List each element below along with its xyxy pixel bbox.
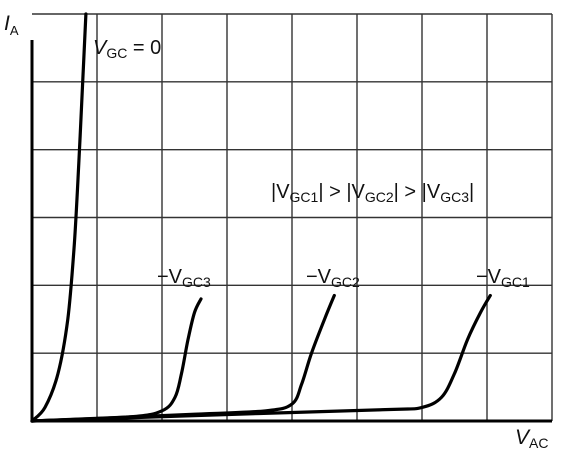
legend-vgc0: VGC = 0 xyxy=(93,37,161,61)
legend-vgc0-suffix: = 0 xyxy=(127,37,161,59)
curve-label-vgc2-main: −V xyxy=(306,266,332,288)
curve-vgc3 xyxy=(30,297,203,423)
y-axis-label-main: I xyxy=(4,12,10,35)
curve-label-vgc2: −VGC2 xyxy=(306,266,360,290)
curve-label-vgc3-main: −V xyxy=(157,266,183,288)
curve-vgc0 xyxy=(30,12,88,423)
legend-vgc0-main: V xyxy=(93,37,108,59)
curve-label-vgc1: −VGC1 xyxy=(476,266,530,290)
condition-label: |VGC1| > |VGC2| > |VGC3| xyxy=(271,181,474,205)
condition-part-1-sub: GC1 xyxy=(290,189,319,205)
x-axis-label-main: V xyxy=(515,426,531,449)
condition-part-2-main: | > |V xyxy=(318,181,365,203)
condition-part-2-sub: GC2 xyxy=(365,189,394,205)
y-axis-label: IA xyxy=(4,12,19,38)
grid xyxy=(32,13,553,421)
condition-part-1-main: |V xyxy=(271,181,290,203)
curve-label-vgc1-sub: GC1 xyxy=(501,274,530,290)
condition-part-4-main: | xyxy=(469,181,474,203)
x-axis-label-sub: AC xyxy=(529,435,548,451)
y-axis-label-sub: A xyxy=(10,23,19,38)
condition-part-3-main: | > |V xyxy=(394,181,441,203)
curve-vgc1 xyxy=(30,293,492,423)
curve-label-vgc3-sub: GC3 xyxy=(182,274,211,290)
curve-label-vgc1-main: −V xyxy=(476,266,502,288)
x-axis-label: VAC xyxy=(515,426,548,451)
curves xyxy=(30,12,492,423)
curve-label-vgc3: −VGC3 xyxy=(157,266,211,290)
curve-label-vgc2-sub: GC2 xyxy=(331,274,360,290)
legend-vgc0-sub: GC xyxy=(106,45,127,61)
axes xyxy=(30,40,552,423)
condition-part-3-sub: GC3 xyxy=(440,189,469,205)
